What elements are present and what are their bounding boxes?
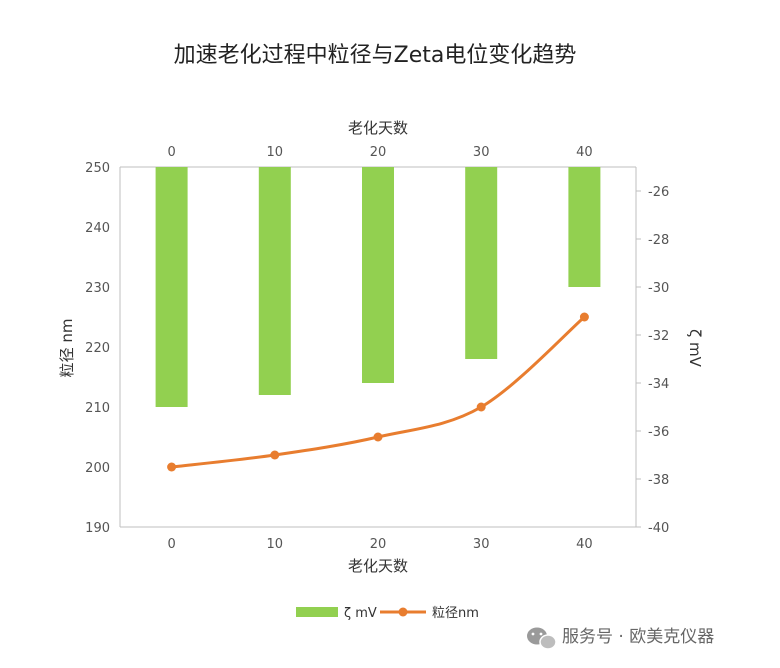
y-tick-label-right: -26 (648, 185, 669, 200)
legend-marker-line (398, 607, 408, 617)
line-point (476, 402, 486, 412)
tick-labels: 0 0 10 10 20 20 30 30 40 40 190 200 210 220 230 240 250 -… (85, 145, 669, 552)
y-tick-label-left: 220 (85, 341, 110, 356)
bar-series (155, 167, 601, 407)
x-tick-label-bottom: 40 (576, 537, 593, 552)
y-tick-label-right: -38 (648, 473, 669, 488)
line-point (167, 462, 177, 472)
x-axis-title-bottom: 老化天数 (348, 557, 408, 575)
y-tick-label-left: 210 (85, 401, 110, 416)
bar (465, 167, 498, 359)
x-tick-label-bottom: 0 (167, 537, 175, 552)
x-tick-label-bottom: 10 (267, 537, 284, 552)
x-tick-label-top: 20 (370, 145, 387, 160)
x-tick-label-bottom: 20 (370, 537, 387, 552)
bar (258, 167, 291, 395)
y-tick-label-left: 250 (85, 161, 110, 176)
legend-swatch-bar (296, 607, 338, 617)
x-tick-label-top: 40 (576, 145, 593, 160)
line-point (579, 312, 589, 322)
y-tick-label-right: -30 (648, 281, 669, 296)
y-tick-label-left: 200 (85, 461, 110, 476)
x-tick-label-top: 0 (167, 145, 175, 160)
y-tick-label-right: -28 (648, 233, 669, 248)
bar (155, 167, 188, 407)
legend-label-line: 粒径nm (432, 606, 479, 621)
watermark-text: 服务号 · 欧美克仪器 (562, 627, 714, 647)
legend: ζ mV 粒径nm (296, 606, 479, 621)
x-axis-title-top: 老化天数 (348, 119, 408, 137)
wechat-icon (527, 627, 557, 650)
y-tick-label-right: -32 (648, 329, 669, 344)
line-point (373, 432, 383, 442)
x-tick-label-top: 30 (473, 145, 490, 160)
line-point (270, 450, 280, 460)
x-tick-label-top: 10 (267, 145, 284, 160)
x-tick-label-bottom: 30 (473, 537, 490, 552)
watermark: 服务号 · 欧美克仪器 (527, 627, 714, 650)
y-tick-label-right: -34 (648, 377, 669, 392)
line-series (167, 312, 589, 472)
y-tick-label-left: 240 (85, 221, 110, 236)
legend-label-bar: ζ mV (344, 606, 377, 621)
y-tick-label-right: -40 (648, 521, 669, 536)
bar (568, 167, 601, 287)
y-tick-label-left: 190 (85, 521, 110, 536)
y-axis-title-right: ζ mV (686, 329, 704, 368)
chart-title: 加速老化过程中粒径与Zeta电位变化趋势 (174, 43, 577, 68)
y-tick-label-left: 230 (85, 281, 110, 296)
bar (362, 167, 394, 383)
y-tick-label-right: -36 (648, 425, 669, 440)
y-axis-title-left: 粒径 nm (58, 319, 76, 378)
